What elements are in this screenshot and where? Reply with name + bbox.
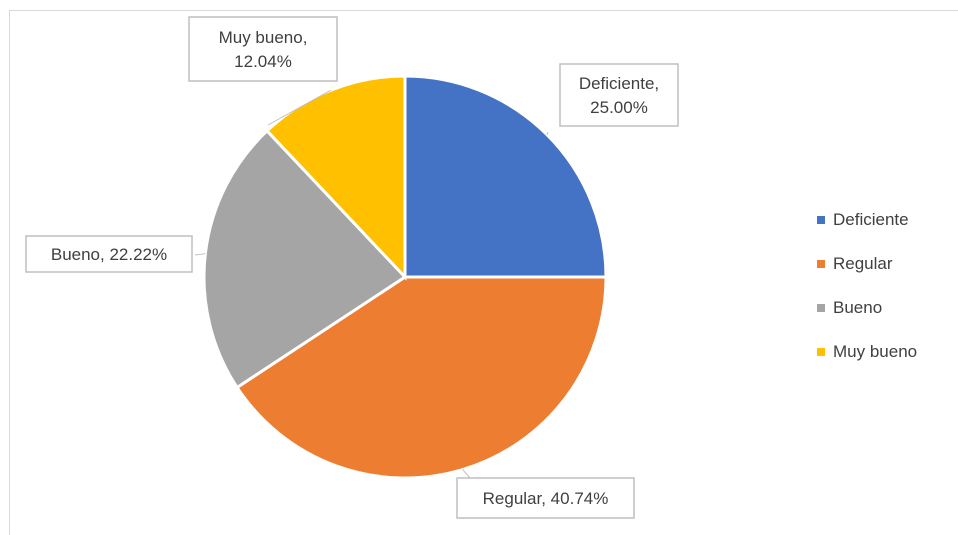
legend-swatch-deficiente [817, 216, 825, 224]
legend-item-deficiente: Deficiente [817, 198, 917, 242]
legend-item-bueno: Bueno [817, 286, 917, 330]
data-label-box-bueno [25, 235, 193, 273]
legend-swatch-bueno [817, 304, 825, 312]
data-label-text-muy-bueno: 12.04% [234, 52, 292, 71]
data-label-box-regular [456, 477, 635, 519]
legend-swatch-muy-bueno [817, 348, 825, 356]
legend-item-regular: Regular [817, 242, 917, 286]
data-label-bueno: Bueno, 22.22% [25, 235, 193, 273]
legend-swatch-regular [817, 260, 825, 268]
legend-label-bueno: Bueno [833, 298, 883, 317]
data-label-text-deficiente: 25.00% [590, 98, 648, 117]
pie-slice-deficiente [403, 74, 608, 279]
legend-item-muy-bueno: Muy bueno [817, 330, 917, 374]
leader-line-muy-bueno [267, 89, 332, 126]
data-label-text-bueno: Bueno, 22.22% [51, 245, 167, 264]
legend-label-regular: Regular [833, 254, 893, 273]
data-label-box-deficiente [559, 63, 679, 127]
leader-line-bueno [194, 253, 206, 256]
data-label-text-regular: Regular, 40.74% [483, 489, 609, 508]
data-label-box-muy-bueno [188, 16, 338, 82]
legend: Deficiente Regular Bueno Muy bueno [817, 198, 917, 374]
chart-frame [9, 10, 958, 535]
data-label-text-muy-bueno: Muy bueno, [219, 28, 308, 47]
data-label-deficiente: Deficiente, 25.00% [559, 63, 679, 127]
legend-label-deficiente: Deficiente [833, 210, 909, 229]
leader-line-regular [462, 469, 471, 479]
legend-label-muy-bueno: Muy bueno [833, 342, 918, 361]
data-label-muy-bueno: Muy bueno, 12.04% [188, 16, 338, 82]
data-label-regular: Regular, 40.74% [456, 477, 635, 519]
leader-line-deficiente [546, 131, 549, 136]
data-label-text-deficiente: Deficiente, [579, 74, 659, 93]
pie-slice-bueno [202, 128, 408, 390]
